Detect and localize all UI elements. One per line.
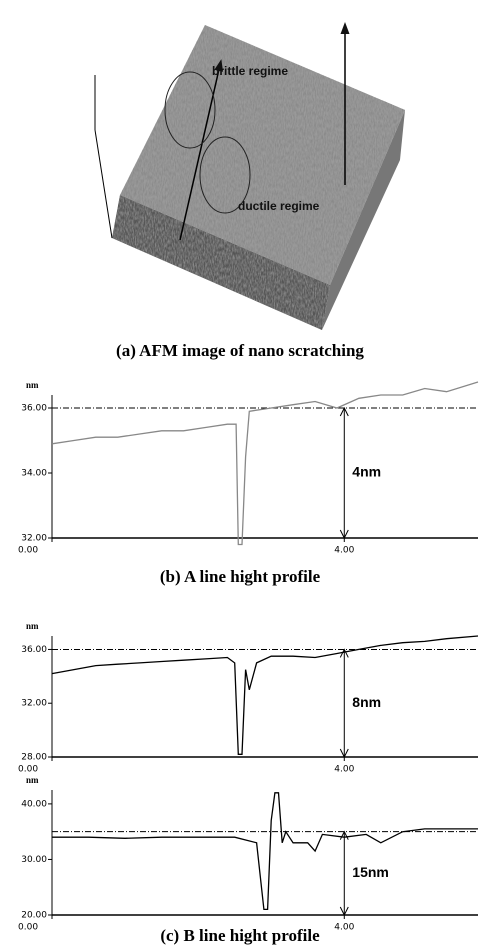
y-tick-label: 32.00 xyxy=(21,534,47,544)
profile-line xyxy=(51,381,479,546)
afm-label: ductile regime xyxy=(238,199,320,213)
y-tick-label: 28.00 xyxy=(21,753,47,763)
afm-texture xyxy=(120,25,405,285)
annotation: 4nm xyxy=(352,464,381,480)
circle xyxy=(199,136,251,214)
profile-line xyxy=(51,635,479,755)
x-tick-label: 0.00 xyxy=(18,546,38,556)
y-tick-label: 40.00 xyxy=(21,799,47,809)
circle xyxy=(164,71,216,149)
afm-axis xyxy=(94,129,113,239)
y-tick-label: 32.00 xyxy=(21,699,47,709)
y-tick-label: 34.00 xyxy=(21,469,47,479)
y-tick-label: 20.00 xyxy=(21,911,47,921)
y-unit: nm xyxy=(26,775,39,785)
y-tick-label: 30.00 xyxy=(21,855,47,865)
arrow-head xyxy=(339,830,349,917)
arrow-head xyxy=(339,648,349,759)
caption: (c) B line hight profile xyxy=(160,926,320,945)
caption: (a) AFM image of nano scratching xyxy=(116,341,364,360)
afm-side xyxy=(322,110,405,330)
y-tick-label: 36.00 xyxy=(21,404,47,414)
afm-image: brittle regime ductile regime xyxy=(94,22,405,330)
y-unit: nm xyxy=(26,380,39,390)
afm-texture xyxy=(112,195,330,330)
x-tick-label: 4.00 xyxy=(334,765,354,775)
y-tick-label: 36.00 xyxy=(21,645,47,655)
arrow-head xyxy=(339,406,349,540)
y-unit: nm xyxy=(26,621,39,631)
caption: (b) A line hight profile xyxy=(160,567,321,586)
annotation: 8nm xyxy=(352,694,381,710)
annotation: 15nm xyxy=(352,864,389,880)
afm-label: brittle regime xyxy=(212,64,288,78)
profile-line xyxy=(52,792,478,911)
x-tick-label: 4.00 xyxy=(334,546,354,556)
x-tick-label: 0.00 xyxy=(18,765,38,775)
x-tick-label: 0.00 xyxy=(18,923,38,933)
x-tick-label: 4.00 xyxy=(334,923,354,933)
